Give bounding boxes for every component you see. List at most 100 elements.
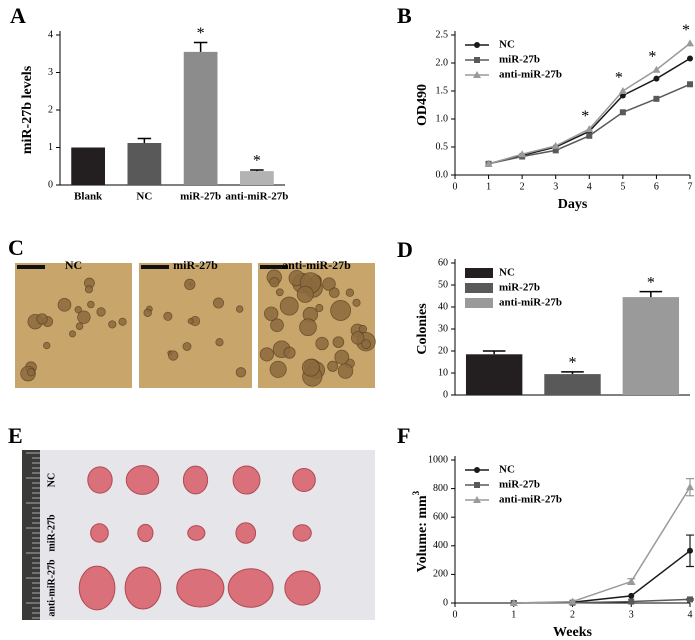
point [474, 57, 480, 63]
panel-letter: C [8, 235, 24, 260]
y-tick-label: 800 [433, 483, 448, 494]
legend-label: NC [499, 464, 515, 476]
colony [269, 360, 287, 378]
point [653, 95, 660, 102]
x-axis-label: Days [558, 197, 588, 212]
point [474, 467, 480, 473]
photo-label: anti-miR-27b [46, 559, 57, 617]
y-axis-label-text: Volume: mm [415, 495, 430, 572]
error-bar [561, 371, 584, 375]
colony [358, 324, 368, 334]
y-tick-label: 30 [438, 323, 448, 334]
y-axis-label: Colonies [415, 303, 430, 355]
point [618, 87, 627, 94]
colony [351, 331, 365, 345]
tumor [137, 523, 154, 543]
point [687, 596, 693, 603]
photo-label: NC [65, 258, 82, 272]
scale-bar [141, 265, 169, 269]
point [687, 547, 693, 554]
y-axis-label: OD490 [415, 84, 430, 126]
colony [36, 313, 48, 325]
panel-letter: D [397, 237, 413, 262]
panel-letter: B [397, 3, 412, 28]
x-tick-label: anti-miR-27b [225, 191, 288, 203]
point [518, 150, 527, 158]
point [687, 81, 693, 88]
colony [329, 287, 340, 299]
y-tick-label: 0.0 [436, 169, 449, 180]
significance-marker: * [682, 22, 690, 39]
point [551, 141, 560, 149]
colony [77, 310, 91, 324]
x-axis-label: Weeks [553, 625, 592, 640]
significance-marker: * [197, 25, 205, 42]
colony [57, 298, 72, 312]
panel-letter: F [397, 423, 410, 448]
colony [334, 349, 350, 365]
tumor [90, 523, 109, 543]
x-tick-label: 5 [620, 181, 625, 192]
y-tick-label: 200 [433, 569, 448, 580]
point [474, 482, 480, 488]
y-axis-label: Volume: mm3 [411, 490, 430, 572]
y-tick-label: 0.5 [436, 141, 449, 152]
photo-label: NC [46, 473, 57, 487]
y-tick-label: 40 [438, 301, 448, 312]
colony [269, 276, 280, 288]
colony [264, 306, 279, 321]
scale-bar [17, 265, 45, 269]
colony [259, 347, 274, 362]
y-tick-label: 2 [48, 104, 53, 115]
significance-marker: * [581, 108, 589, 125]
colony [184, 278, 196, 291]
colony [301, 358, 320, 377]
colony [87, 300, 95, 309]
legend-label: NC [499, 267, 515, 279]
series-line [513, 486, 691, 604]
y-tick-label: 1000 [428, 454, 448, 465]
colony [108, 320, 117, 329]
point [686, 483, 694, 491]
colony [330, 300, 352, 321]
legend-label: miR-27b [499, 479, 540, 491]
scale-bar [260, 265, 288, 269]
x-tick-label: 6 [654, 181, 659, 192]
bar [183, 51, 218, 185]
colony [279, 296, 299, 316]
bar [622, 297, 680, 395]
colony [299, 318, 317, 337]
point [474, 42, 480, 48]
photo-label: miR-27b [173, 258, 218, 272]
point [509, 599, 518, 606]
point [653, 75, 660, 82]
x-tick-label: 0 [453, 609, 458, 620]
tumor [176, 568, 225, 608]
y-axis-label: miR-27b levels [20, 65, 35, 154]
y-axis-label-sup: 3 [411, 490, 421, 495]
y-tick-label: 10 [438, 367, 448, 378]
x-tick-label: 1 [486, 181, 491, 192]
colony [327, 360, 339, 372]
error-bar [639, 290, 663, 298]
bar [71, 147, 105, 185]
colony [43, 341, 51, 350]
colony [235, 305, 244, 313]
tumor [292, 524, 312, 542]
x-tick-label: 7 [688, 181, 693, 192]
legend-label: miR-27b [499, 282, 540, 294]
bar [465, 354, 523, 395]
error-bar [482, 350, 506, 355]
x-tick-label: 2 [570, 609, 575, 620]
y-tick-label: 400 [433, 540, 448, 551]
point [619, 109, 626, 116]
y-tick-label: 1.0 [436, 113, 449, 124]
colony [352, 298, 361, 307]
bar [127, 143, 162, 185]
x-tick-label: 3 [629, 609, 634, 620]
significance-marker: * [647, 274, 655, 291]
point [484, 159, 493, 167]
legend-label: NC [499, 39, 515, 51]
tumor [284, 570, 321, 606]
colony [143, 308, 152, 317]
